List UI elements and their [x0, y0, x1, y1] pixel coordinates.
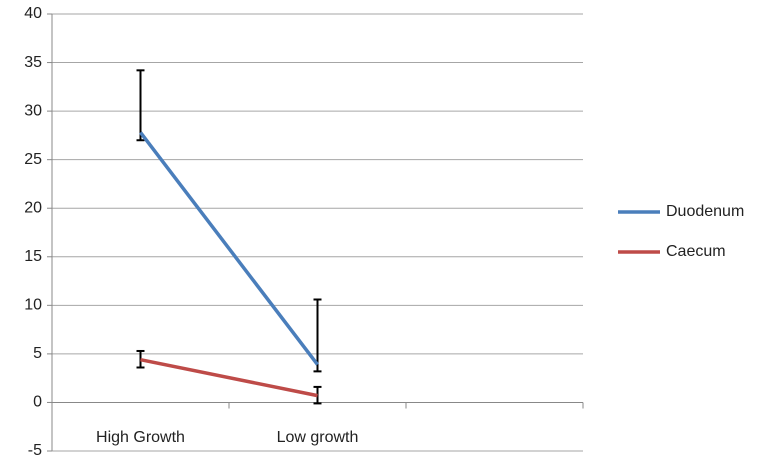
x-tick-label: High Growth [96, 429, 185, 446]
y-tick-label: -5 [28, 442, 42, 459]
y-tick-label: 10 [24, 297, 42, 314]
y-tick-label: 35 [24, 54, 42, 71]
y-tick-label: 5 [33, 345, 42, 362]
y-tick-label: 40 [24, 5, 42, 22]
y-tick-label: 15 [24, 248, 42, 265]
error-bar [136, 69, 145, 142]
legend-label: Caecum [666, 243, 726, 260]
y-tick-label: 30 [24, 102, 42, 119]
error-bar [136, 349, 145, 369]
y-tick-label: 25 [24, 151, 42, 168]
series-line [139, 131, 319, 366]
y-tick-label: 20 [24, 199, 42, 216]
series-line [140, 358, 318, 398]
legend-label: Duodenum [666, 203, 744, 220]
y-tick-label: 0 [33, 394, 42, 411]
x-tick-label: Low growth [277, 429, 359, 446]
error-bar [313, 298, 322, 373]
